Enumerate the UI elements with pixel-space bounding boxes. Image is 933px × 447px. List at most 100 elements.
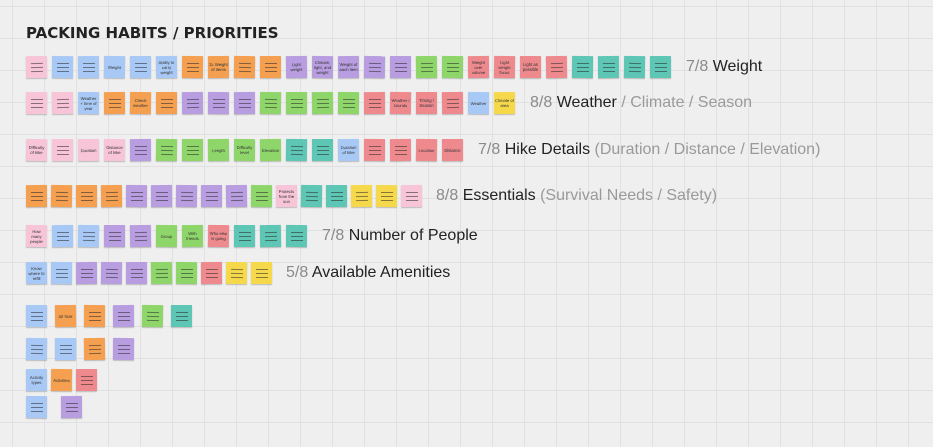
sticky-note[interactable]: Length <box>207 138 230 162</box>
sticky-note[interactable] <box>25 184 48 208</box>
sticky-note[interactable] <box>25 55 48 79</box>
sticky-note[interactable] <box>26 92 47 114</box>
sticky-note[interactable] <box>259 91 282 115</box>
sticky-note[interactable]: 2L Weight of items <box>207 55 230 79</box>
sticky-note[interactable] <box>201 185 222 207</box>
sticky-note[interactable] <box>103 91 126 115</box>
sticky-note[interactable] <box>155 138 178 162</box>
sticky-note[interactable] <box>207 91 230 115</box>
sticky-note[interactable] <box>55 338 76 360</box>
sticky-note[interactable] <box>104 225 125 247</box>
sticky-note[interactable]: Timing / Season <box>416 92 437 114</box>
sticky-note[interactable] <box>50 184 73 208</box>
sticky-note[interactable]: Weather + time of year <box>77 91 100 115</box>
sticky-note[interactable] <box>300 184 323 208</box>
sticky-note[interactable] <box>76 369 97 391</box>
sticky-note[interactable]: Climate, light, and weight <box>311 55 334 79</box>
sticky-note[interactable] <box>200 261 223 285</box>
sticky-note[interactable] <box>175 261 198 285</box>
sticky-note[interactable] <box>51 55 74 79</box>
sticky-note[interactable] <box>77 224 100 248</box>
sticky-note[interactable] <box>225 184 248 208</box>
sticky-note[interactable] <box>441 91 464 115</box>
sticky-note[interactable]: Difficulty of hike <box>25 138 48 162</box>
sticky-note[interactable]: All Size <box>54 304 77 328</box>
sticky-note[interactable] <box>234 225 255 247</box>
sticky-note[interactable]: Weather <box>467 91 490 115</box>
sticky-note[interactable] <box>441 55 464 79</box>
sticky-note[interactable] <box>286 92 307 114</box>
sticky-note[interactable]: Protects from the sun <box>275 184 298 208</box>
sticky-note[interactable] <box>129 138 152 162</box>
sticky-note[interactable] <box>112 337 135 361</box>
sticky-note[interactable] <box>25 337 48 361</box>
sticky-note[interactable] <box>51 224 74 248</box>
sticky-note[interactable]: Light weight <box>285 55 308 79</box>
sticky-note[interactable]: Weight <box>103 55 126 79</box>
sticky-note[interactable]: Difficulty level <box>233 138 256 162</box>
sticky-note[interactable]: Activity types <box>25 368 48 392</box>
sticky-note[interactable] <box>26 305 47 327</box>
sticky-note[interactable] <box>285 224 308 248</box>
sticky-note[interactable] <box>60 395 83 419</box>
sticky-note[interactable] <box>182 139 203 161</box>
sticky-note[interactable]: Light weight focus <box>493 55 516 79</box>
sticky-note[interactable]: Weight of each item <box>337 55 360 79</box>
sticky-note[interactable]: Distance <box>442 139 463 161</box>
sticky-note[interactable]: Who else is going <box>207 224 230 248</box>
sticky-note[interactable]: Elevation <box>259 138 282 162</box>
sticky-note[interactable] <box>141 304 164 328</box>
sticky-note[interactable] <box>233 55 256 79</box>
sticky-note[interactable]: Light as possible <box>520 56 541 78</box>
sticky-note[interactable] <box>250 184 273 208</box>
sticky-note[interactable] <box>112 304 135 328</box>
sticky-note[interactable] <box>125 184 148 208</box>
sticky-note[interactable] <box>233 91 256 115</box>
sticky-note[interactable] <box>545 55 568 79</box>
sticky-note[interactable] <box>650 56 671 78</box>
sticky-note[interactable] <box>400 184 423 208</box>
sticky-note[interactable] <box>126 262 147 284</box>
sticky-note[interactable] <box>225 261 248 285</box>
sticky-note[interactable] <box>175 184 198 208</box>
sticky-note[interactable]: Weight over volume <box>467 55 490 79</box>
sticky-note[interactable] <box>337 91 360 115</box>
sticky-note[interactable]: Ability to carry weight <box>155 55 178 79</box>
sticky-note[interactable]: Duration of hike <box>337 138 360 162</box>
sticky-note[interactable] <box>326 185 347 207</box>
sticky-note[interactable]: Check weather <box>129 91 152 115</box>
sticky-note[interactable] <box>181 91 204 115</box>
sticky-note[interactable] <box>259 224 282 248</box>
sticky-note[interactable] <box>76 185 97 207</box>
sticky-note[interactable]: Climate of area <box>493 91 516 115</box>
sticky-note[interactable]: How many people <box>25 224 48 248</box>
sticky-note[interactable] <box>50 261 73 285</box>
sticky-note[interactable] <box>150 261 173 285</box>
sticky-note[interactable] <box>350 184 373 208</box>
sticky-note[interactable] <box>389 138 412 162</box>
sticky-note[interactable] <box>51 91 74 115</box>
sticky-note[interactable]: Weather / sounds <box>389 91 412 115</box>
sticky-note[interactable] <box>156 92 177 114</box>
sticky-note[interactable] <box>363 91 386 115</box>
sticky-note[interactable] <box>77 55 100 79</box>
sticky-note[interactable]: Duration <box>77 138 100 162</box>
sticky-note[interactable] <box>285 138 308 162</box>
sticky-note[interactable] <box>375 184 398 208</box>
sticky-note[interactable] <box>83 304 106 328</box>
sticky-note[interactable] <box>75 261 98 285</box>
sticky-note[interactable] <box>52 139 73 161</box>
sticky-note[interactable] <box>312 139 333 161</box>
sticky-note[interactable] <box>181 55 204 79</box>
sticky-note[interactable] <box>129 224 152 248</box>
sticky-note[interactable]: Group <box>155 224 178 248</box>
sticky-note[interactable]: Activities <box>50 368 73 392</box>
sticky-note[interactable] <box>130 56 151 78</box>
sticky-note[interactable] <box>260 56 281 78</box>
sticky-note[interactable]: Distance of hike <box>103 138 126 162</box>
sticky-note[interactable] <box>597 55 620 79</box>
sticky-note[interactable] <box>390 56 411 78</box>
sticky-note[interactable]: Know where to refill <box>25 261 48 285</box>
sticky-note[interactable] <box>623 55 646 79</box>
sticky-note[interactable] <box>171 305 192 327</box>
